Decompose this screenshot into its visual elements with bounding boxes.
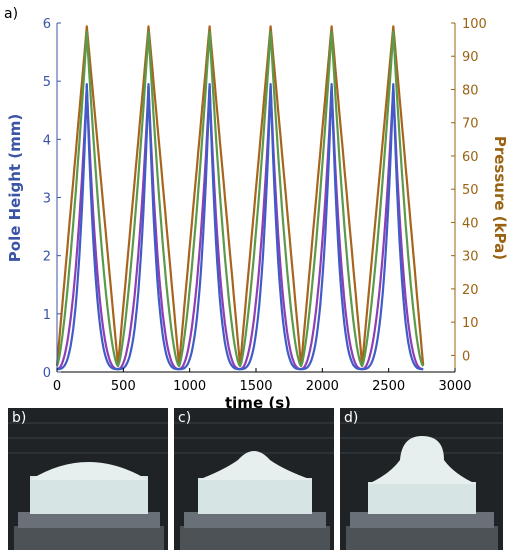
- left-tick-label: 5: [43, 75, 51, 90]
- right-tick-label: 20: [462, 283, 479, 298]
- right-tick-label: 90: [462, 50, 479, 65]
- plot-lines: [55, 25, 425, 371]
- right-tick-label: 0: [462, 349, 470, 364]
- right-tick-label: 10: [462, 316, 479, 331]
- right-tick-label: 50: [462, 183, 479, 198]
- right-tick-label: 60: [462, 150, 479, 165]
- left-tick-label: 4: [43, 133, 51, 148]
- x-tick-label: 1000: [173, 379, 206, 394]
- series-line-2: [55, 30, 425, 368]
- x-tick-label: 2000: [306, 379, 339, 394]
- photo-label-c: c): [178, 410, 192, 426]
- left-axis-label: Pole Height (mm): [6, 114, 24, 262]
- x-axis-label: time (s): [225, 394, 291, 408]
- left-tick-label: 2: [43, 250, 51, 265]
- x-tick-label: 1500: [239, 379, 272, 394]
- left-tick-label: 6: [43, 17, 51, 32]
- series-line-1: [55, 25, 425, 367]
- axes: [56, 22, 456, 373]
- photo-panel-c: c): [174, 408, 334, 550]
- photo-panel-b: b): [8, 408, 168, 550]
- series-line-4: [57, 83, 424, 371]
- pole-height-pressure-chart: a) 0 500 1000 1500 2000 2500 30000123456010203…: [4, 6, 509, 408]
- photo-label-d: d): [344, 410, 359, 426]
- left-tick-label: 3: [43, 192, 51, 207]
- right-tick-label: 70: [462, 117, 479, 132]
- right-tick-label: 80: [462, 83, 479, 98]
- x-tick-label: 3000: [438, 379, 471, 394]
- photo-panel-d: d): [340, 408, 503, 550]
- panel-a-label: a): [4, 6, 18, 22]
- left-tick-label: 1: [43, 308, 51, 323]
- left-tick-label: 0: [43, 366, 51, 381]
- x-tick-label: 2500: [372, 379, 405, 394]
- photo-label-b: b): [12, 410, 27, 426]
- right-tick-label: 30: [462, 250, 479, 265]
- right-axis-label: Pressure (kPa): [491, 136, 509, 260]
- tick-labels: 0 500 1000 1500 2000 2500 30000123456010203040…: [43, 17, 487, 394]
- x-tick-label: 500: [111, 379, 136, 394]
- x-tick-label: 0: [53, 379, 61, 394]
- right-tick-label: 100: [462, 17, 487, 32]
- right-tick-label: 40: [462, 216, 479, 231]
